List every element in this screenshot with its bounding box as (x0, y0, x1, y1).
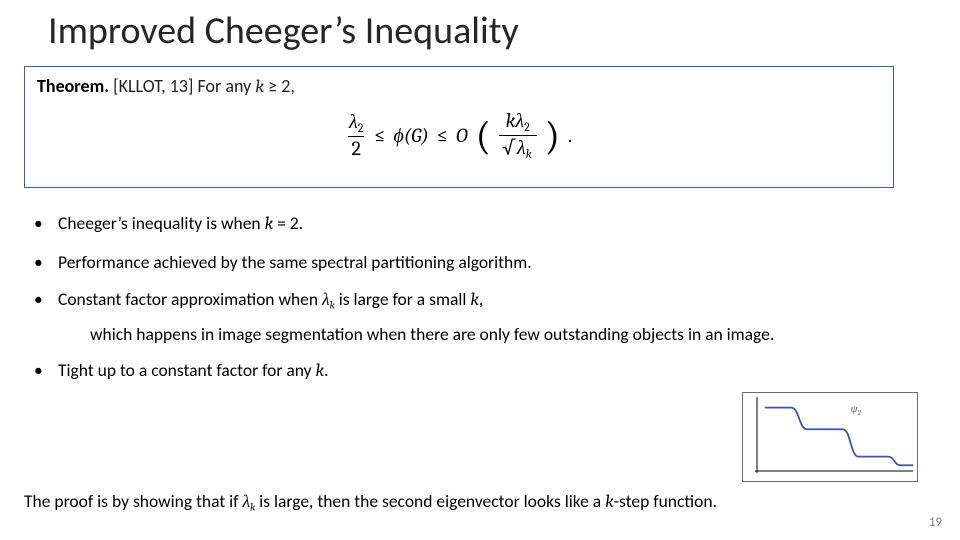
formula-left-frac: λ2 2 (346, 112, 366, 159)
theorem-formula: λ2 2 ≤ ϕ(G) ≤ O ( kλ2 √λk ) . (346, 111, 572, 160)
list-item: • Constant factor approximation when λk … (34, 288, 914, 313)
bullet-3: Constant factor approximation when λk is… (58, 288, 914, 313)
page-title: Improved Cheeger’s Inequality (48, 8, 519, 54)
step-function-graph: ψ2 (742, 392, 918, 482)
theorem-label: Theorem. (37, 75, 109, 97)
list-item: • Performance achieved by the same spect… (34, 251, 914, 275)
svg-text:ψ2: ψ2 (851, 402, 862, 417)
bullet-list: • Cheeger’s inequality is when k = 2. • … (34, 212, 914, 398)
bullet-dot-icon: • (34, 251, 44, 275)
slide: Improved Cheeger’s Inequality Theorem. [… (0, 0, 960, 540)
formula-right-frac: kλ2 √λk (499, 111, 537, 160)
bullet-1: Cheeger’s inequality is when k = 2. (58, 212, 914, 237)
bullet-3-continuation: which happens in image segmentation when… (90, 323, 914, 345)
bullet-4: Tight up to a constant factor for any k. (58, 359, 914, 384)
bullet-dot-icon: • (34, 212, 44, 237)
phi-g: ϕ(G) (393, 124, 428, 148)
page-number: 19 (929, 515, 942, 530)
list-item: • Tight up to a constant factor for any … (34, 359, 914, 384)
list-item: • Cheeger’s inequality is when k = 2. (34, 212, 914, 237)
step-function-svg: ψ2 (743, 393, 917, 481)
big-o: O (456, 124, 468, 147)
theorem-formula-wrap: λ2 2 ≤ ϕ(G) ≤ O ( kλ2 √λk ) . (37, 111, 881, 160)
bullet-dot-icon: • (34, 359, 44, 384)
theorem-box: Theorem. [KLLOT, 13] For any k ≥ 2, λ2 2… (24, 66, 894, 188)
formula-period: . (568, 124, 572, 147)
bullet-dot-icon: • (34, 288, 44, 313)
le1: ≤ (374, 124, 385, 147)
le2: ≤ (437, 124, 448, 147)
theorem-k: k (255, 76, 264, 97)
theorem-citation: [KLLOT, 13] For any (109, 75, 255, 97)
theorem-statement: Theorem. [KLLOT, 13] For any k ≥ 2, (37, 75, 881, 97)
bullet-2: Performance achieved by the same spectra… (58, 251, 914, 275)
theorem-k-op: ≥ 2, (264, 75, 295, 97)
proof-note: The proof is by showing that if λk is la… (24, 490, 924, 514)
